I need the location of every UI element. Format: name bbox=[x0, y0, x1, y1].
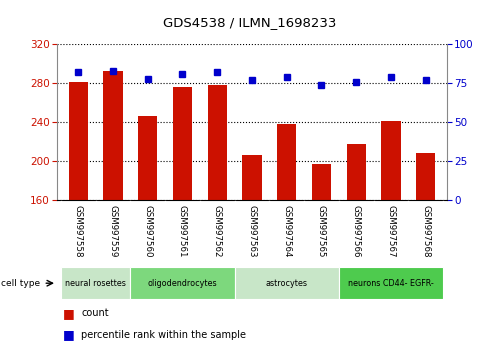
Bar bbox=[61, 267, 130, 299]
Text: ■: ■ bbox=[62, 307, 74, 320]
Bar bbox=[130, 267, 235, 299]
Bar bbox=[69, 82, 88, 200]
Text: ■: ■ bbox=[62, 328, 74, 341]
Text: GSM997566: GSM997566 bbox=[352, 205, 361, 258]
Text: GSM997562: GSM997562 bbox=[213, 205, 222, 258]
Bar bbox=[381, 121, 401, 200]
Text: astrocytes: astrocytes bbox=[266, 279, 308, 288]
Bar bbox=[235, 267, 339, 299]
Text: GSM997568: GSM997568 bbox=[421, 205, 430, 258]
Text: GSM997560: GSM997560 bbox=[143, 205, 152, 258]
Bar bbox=[339, 267, 443, 299]
Bar bbox=[416, 153, 435, 200]
Text: neurons CD44- EGFR-: neurons CD44- EGFR- bbox=[348, 279, 434, 288]
Text: oligodendrocytes: oligodendrocytes bbox=[148, 279, 217, 288]
Bar bbox=[173, 87, 192, 200]
Text: GSM997559: GSM997559 bbox=[108, 205, 117, 258]
Bar bbox=[312, 164, 331, 200]
Text: GSM997563: GSM997563 bbox=[248, 205, 256, 258]
Text: GSM997564: GSM997564 bbox=[282, 205, 291, 258]
Text: neural rosettes: neural rosettes bbox=[65, 279, 126, 288]
Bar bbox=[138, 116, 157, 200]
Text: GSM997558: GSM997558 bbox=[74, 205, 83, 258]
Text: GDS4538 / ILMN_1698233: GDS4538 / ILMN_1698233 bbox=[163, 16, 336, 29]
Bar bbox=[208, 85, 227, 200]
Text: GSM997561: GSM997561 bbox=[178, 205, 187, 258]
Text: GSM997565: GSM997565 bbox=[317, 205, 326, 258]
Text: percentile rank within the sample: percentile rank within the sample bbox=[81, 330, 247, 339]
Bar bbox=[277, 124, 296, 200]
Text: count: count bbox=[81, 308, 109, 318]
Bar bbox=[103, 70, 123, 200]
Bar bbox=[243, 155, 261, 200]
Text: cell type: cell type bbox=[1, 279, 40, 288]
Text: GSM997567: GSM997567 bbox=[387, 205, 396, 258]
Bar bbox=[347, 144, 366, 200]
